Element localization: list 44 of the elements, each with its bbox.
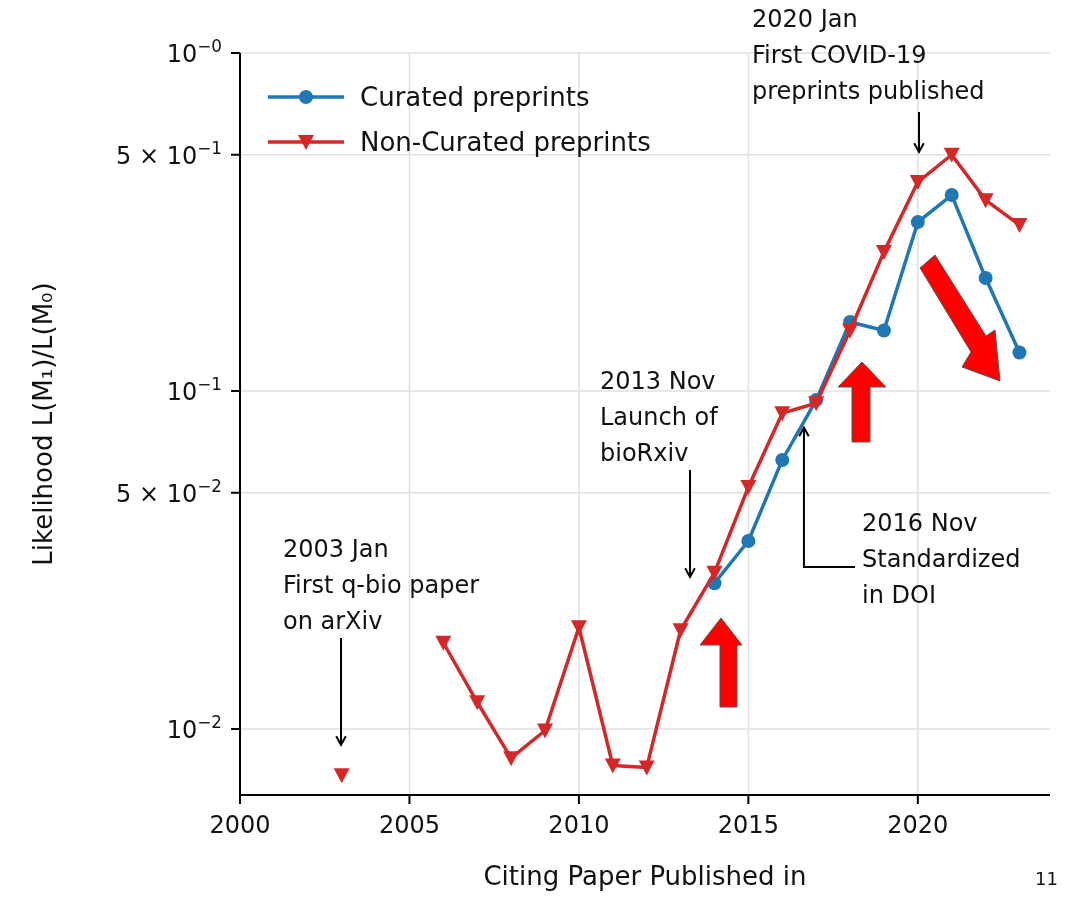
annotation: 2020 Jan First COVID-19 preprints published [752, 5, 985, 105]
legend-label: Curated preprints [360, 82, 590, 112]
point [1012, 345, 1027, 360]
point [944, 188, 959, 203]
y-tick-label: 10$^{−2}$ [166, 712, 222, 745]
point [842, 323, 859, 339]
point [672, 623, 689, 639]
x-tick-label: 2000 [209, 811, 271, 839]
point [570, 620, 587, 636]
x-tick-label: 2020 [887, 811, 949, 839]
y-tick-label: 5 × 10$^{−2}$ [116, 475, 222, 508]
point [706, 565, 723, 581]
point [943, 147, 960, 163]
point [909, 175, 926, 191]
point [638, 760, 655, 776]
y-tick-label: 10$^{−1}$ [166, 374, 222, 407]
text: 11 [1035, 868, 1058, 889]
x-tick-label: 2015 [717, 811, 779, 839]
annotation: 2016 Nov Standardized in DOI [862, 509, 1021, 609]
point [875, 244, 892, 260]
y-axis-title: Likelihood L(M₁)/L(M₀) [28, 282, 58, 566]
point [1011, 217, 1028, 233]
point [537, 723, 554, 739]
point [604, 758, 621, 774]
y-tick-label: 5 × 10$^{−1}$ [116, 137, 222, 170]
point [775, 453, 790, 468]
point [876, 323, 891, 338]
point [741, 533, 756, 548]
annotation: 2003 Jan First q-bio paper on arXiv [283, 535, 480, 635]
point [977, 193, 994, 209]
legend-label: Non-Curated preprints [360, 127, 651, 157]
point [978, 270, 993, 285]
x-tick-label: 2005 [378, 811, 440, 839]
point [333, 768, 350, 784]
y-tick-label: 10$^{−0}$ [166, 36, 222, 68]
point [808, 396, 825, 412]
point [774, 406, 791, 422]
annotation: 2013 Nov Launch of bioRxiv [600, 367, 719, 467]
point [740, 480, 757, 496]
point [435, 635, 452, 651]
x-tick-label: 2010 [548, 811, 610, 839]
point [910, 215, 925, 230]
x-axis-title: Citing Paper Published in [483, 861, 807, 891]
point [469, 695, 486, 711]
